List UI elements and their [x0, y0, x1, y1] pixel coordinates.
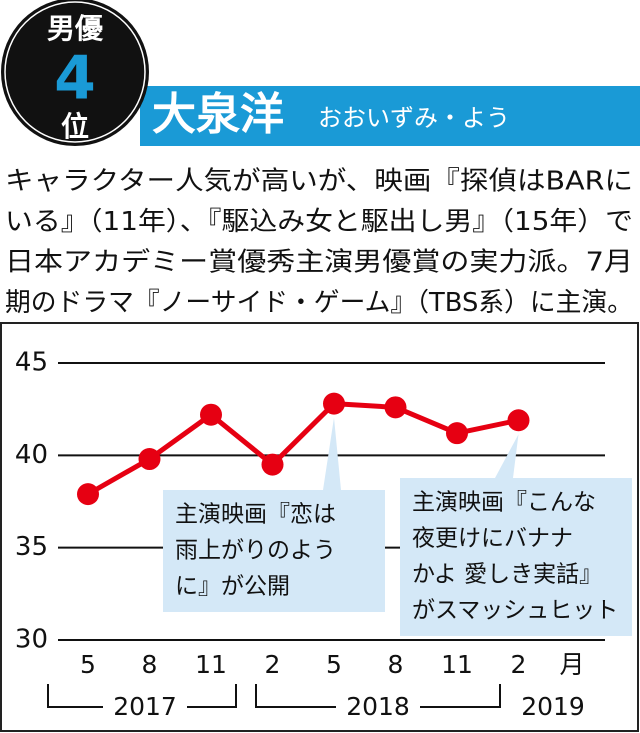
rank-badge	[1, 0, 149, 146]
data-point	[261, 453, 284, 476]
y-tick-label: 30	[15, 625, 48, 655]
year-bracket	[47, 684, 237, 708]
chart: 30 35 40 45 5 8 11 2 5 8 11 2 月 2017 2018 2019 主演映画『恋は雨上…	[15, 348, 632, 721]
callout-box	[400, 434, 632, 636]
callout-text: 主演映画『こんな	[412, 490, 596, 516]
y-tick-label: 40	[15, 440, 48, 470]
data-point	[138, 448, 161, 471]
data-point	[507, 409, 530, 432]
data-point	[384, 396, 407, 419]
rank-badge-ring	[4, 1, 146, 143]
rank-top: 男優	[47, 12, 104, 45]
series-line	[86, 401, 520, 497]
y-tick-label: 35	[15, 532, 48, 562]
callout-box	[163, 417, 385, 612]
callout-text: 主演映画『恋は	[175, 502, 336, 528]
x-tick-label: 2	[265, 650, 281, 679]
callout-text: に』が公開	[175, 574, 290, 600]
person-reading: おおいずみ・よう	[318, 104, 510, 132]
data-point	[200, 403, 222, 426]
callout-text: かよ 愛しき実話』	[412, 562, 602, 588]
description: キャラクター人気が高いが、映画『探偵はBARにいる』（11年）、『駆込み女と駆出…	[5, 167, 633, 319]
person-name: 大泉洋	[152, 89, 284, 140]
rank-number: 4	[54, 44, 96, 114]
y-tick-label: 45	[15, 348, 48, 378]
x-tick-label: 8	[388, 650, 404, 679]
description-line: いる』（11年）、『駆込み女と駆出し男』（15年）で	[5, 207, 633, 237]
header-bar	[140, 86, 640, 146]
data-point	[323, 392, 345, 415]
description-line: キャラクター人気が高いが、映画『探偵はBARに	[5, 167, 633, 197]
year-label: 2017	[113, 692, 177, 721]
callout-text: がスマッシュヒット	[412, 598, 618, 624]
callout-text: 夜更けにバナナ	[412, 526, 573, 552]
x-tick-label: 5	[326, 650, 342, 679]
description-line: 日本アカデミー賞優秀主演男優賞の実力派。7月	[5, 248, 633, 278]
data-point	[446, 422, 468, 445]
x-tick-label: 11	[441, 650, 473, 679]
year-label: 2019	[521, 692, 585, 721]
year-label: 2018	[346, 692, 410, 721]
year-bracket	[255, 684, 501, 708]
x-unit: 月	[559, 650, 584, 679]
x-tick-label: 11	[195, 650, 227, 679]
x-tick-label: 5	[80, 650, 96, 679]
description-line: 期のドラマ『ノーサイド・ゲーム』（TBS系）に主演。	[5, 288, 633, 318]
rank-bottom: 位	[61, 110, 89, 143]
data-point	[77, 483, 99, 506]
callout-text: 雨上がりのよう	[175, 538, 336, 564]
x-tick-label: 8	[142, 650, 158, 679]
x-tick-label: 2	[511, 650, 527, 679]
